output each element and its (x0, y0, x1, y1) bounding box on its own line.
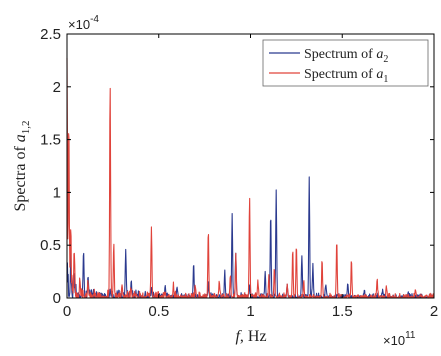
y-tick-label: 0.5 (40, 237, 61, 254)
y-ticks: 0 0.5 1 1.5 2 2.5 (40, 26, 434, 307)
x-ticks: 0 0.5 1 1.5 2 (63, 34, 438, 320)
x-axis-label: f, Hz (235, 328, 266, 345)
y-axis-label: Spectra of a1,2 (12, 120, 32, 211)
legend: Spectrum of a2 Spectrum of a1 (262, 39, 429, 87)
legend-box (262, 39, 429, 87)
x-multiplier: ×1011 (383, 330, 416, 348)
legend-label-a2: Spectrum of a2 (304, 47, 388, 65)
series-layer (66, 57, 435, 299)
y-tick-label: 2.5 (40, 26, 61, 43)
legend-item-a1: Spectrum of a1 (269, 67, 388, 85)
y-multiplier: ×10-4 (68, 14, 99, 32)
y-tick-label: 1 (53, 184, 61, 201)
series-line-a1 (66, 57, 435, 299)
legend-label-a1: Spectrum of a1 (304, 67, 388, 85)
legend-item-a2: Spectrum of a2 (269, 47, 388, 65)
y-tick-label: 1.5 (40, 132, 61, 149)
x-tick-label: 0.5 (148, 303, 169, 320)
x-tick-label: 1 (246, 303, 254, 320)
y-tick-label: 0 (53, 290, 61, 307)
x-tick-label: 0 (63, 303, 71, 320)
x-tick-label: 2 (430, 303, 438, 320)
x-tick-label: 1.5 (332, 303, 353, 320)
y-tick-label: 2 (53, 79, 61, 96)
